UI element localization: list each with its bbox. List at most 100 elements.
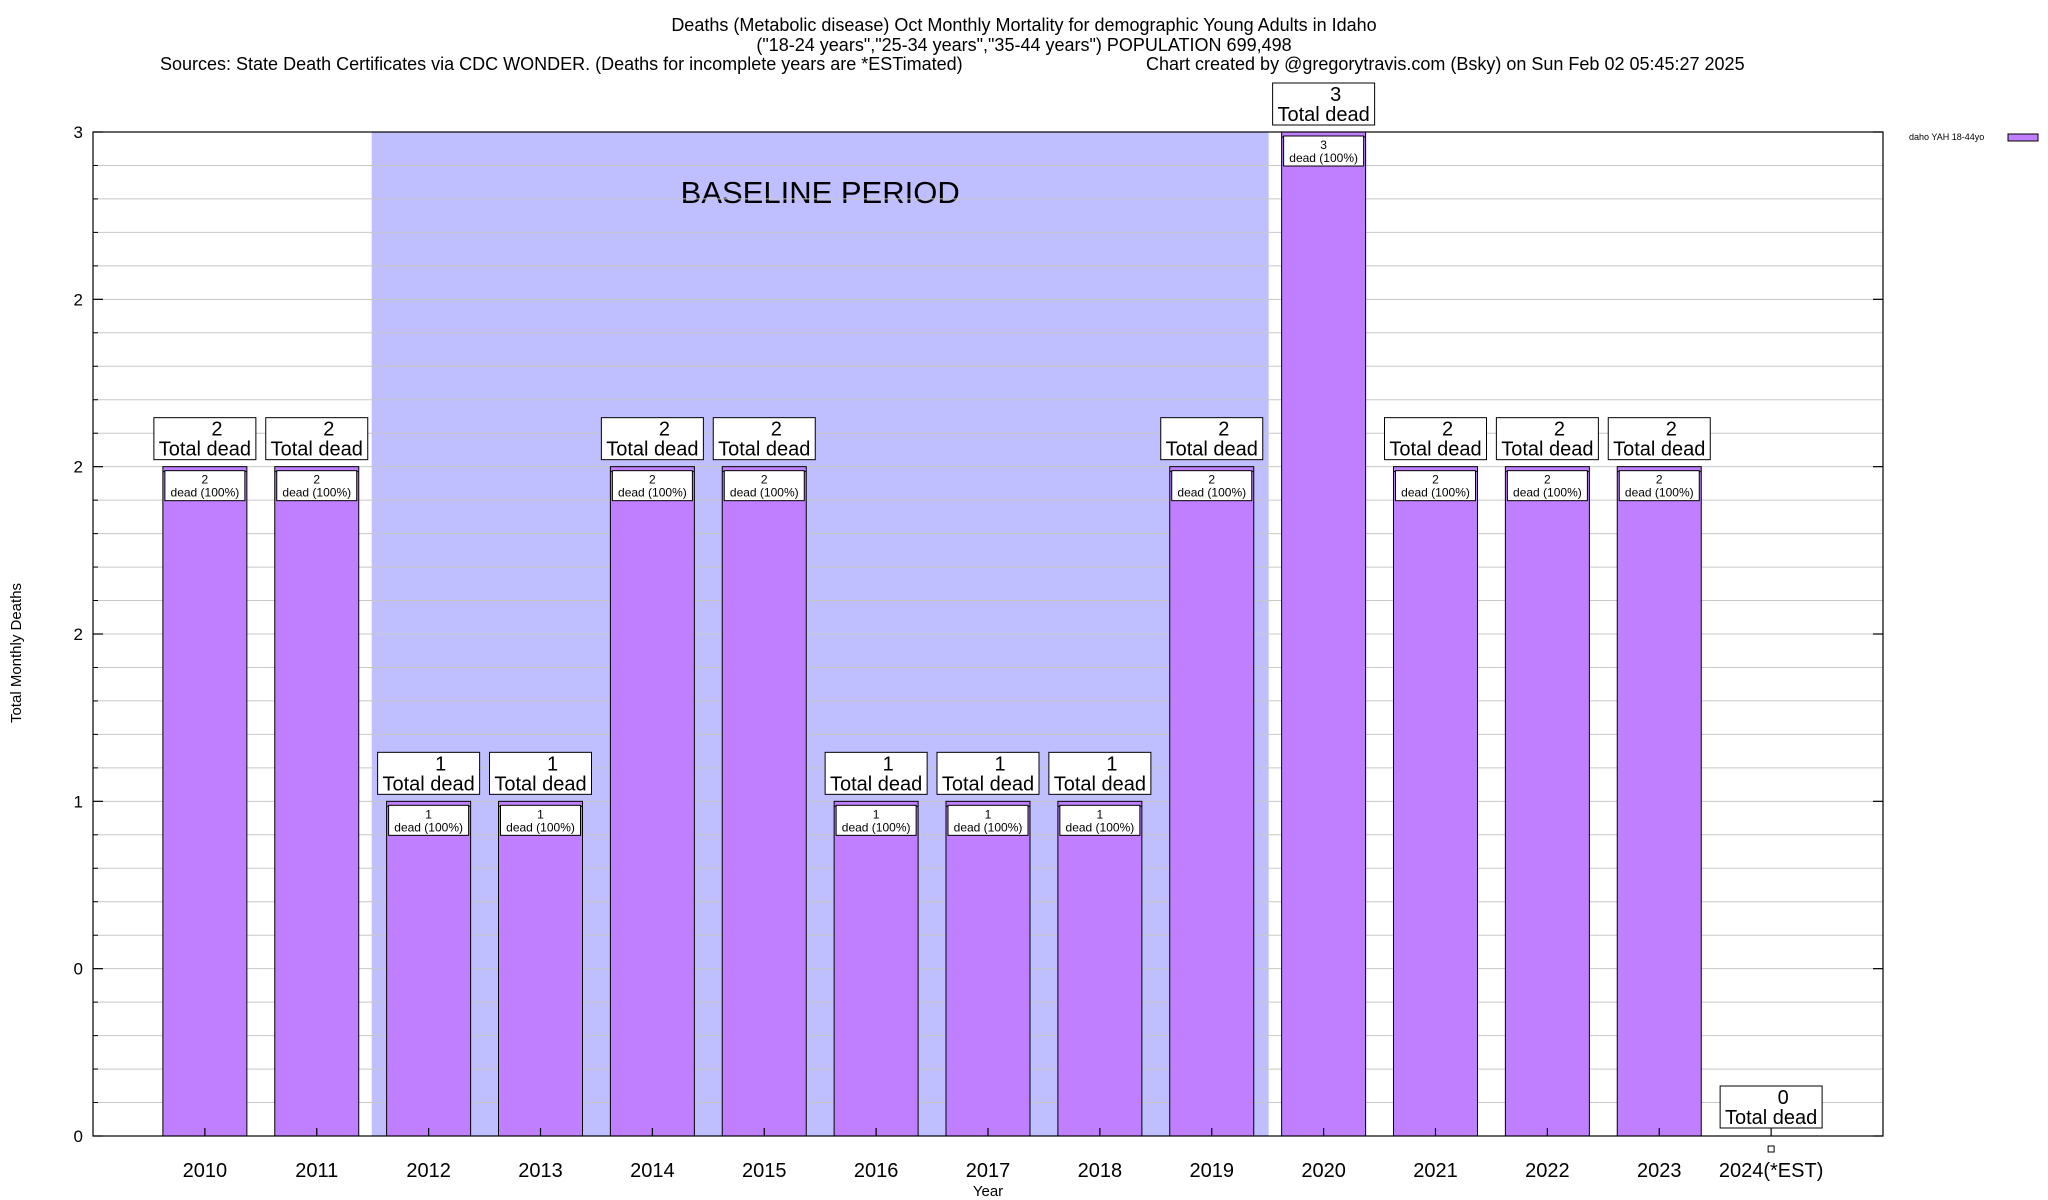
bar-inner-label-text: dead (100%)	[1625, 486, 1694, 500]
bar	[274, 466, 360, 1137]
bar	[721, 466, 807, 1137]
bar-total-label-count: 2	[323, 419, 334, 441]
bar-inner-label-count: 2	[761, 473, 768, 487]
y-tick-label: 1	[74, 792, 83, 811]
bars-layer	[162, 131, 1775, 1153]
bar	[1616, 466, 1702, 1137]
bar-total-label-text: Total dead	[1725, 1107, 1817, 1129]
bar-total-label-count: 1	[547, 753, 558, 775]
bar-total-label-count: 2	[1554, 419, 1565, 441]
bar-inner-label-text: dead (100%)	[618, 486, 687, 500]
baseline-period-label: BASELINE PERIOD	[681, 175, 960, 210]
bar-total-label-text: Total dead	[718, 439, 810, 461]
bar	[1281, 131, 1367, 1137]
bar-inner-label-count: 1	[873, 807, 880, 821]
x-tick-label: 2013	[518, 1160, 563, 1182]
bar-total-label-box	[1384, 417, 1487, 461]
legend: daho YAH 18-44yo	[1909, 132, 2039, 142]
bar-total-label-text: Total dead	[382, 773, 474, 795]
bar-inner-label-box	[1395, 470, 1476, 502]
bar-total-label-count: 2	[1218, 419, 1229, 441]
bar-total-label-count: 2	[1666, 419, 1677, 441]
bar-total-label-count: 0	[1778, 1087, 1789, 1109]
x-tick-label: 2016	[854, 1160, 899, 1182]
bar-total-label-text: Total dead	[1501, 439, 1593, 461]
x-tick-label: 2017	[966, 1160, 1011, 1182]
bar-total-label-text: Total dead	[606, 439, 698, 461]
x-tick-label: 2010	[183, 1160, 228, 1182]
bar-inner-label-text: dead (100%)	[1401, 486, 1470, 500]
bar	[833, 800, 919, 1137]
bar-inner-label-text: dead (100%)	[1289, 151, 1358, 165]
chart-sources: Sources: State Death Certificates via CD…	[160, 54, 963, 74]
bar	[609, 466, 695, 1137]
bar-inner-label-count: 1	[985, 807, 992, 821]
bar-total-label-count: 1	[883, 753, 894, 775]
bar-total-label-box	[377, 751, 481, 795]
y-tick-label: 0	[74, 960, 83, 979]
x-tick-label: 2015	[742, 1160, 787, 1182]
bar	[1393, 466, 1478, 1137]
y-tick-label: 3	[74, 123, 83, 142]
x-tick-label: 2021	[1413, 1160, 1458, 1182]
bar-total-label-count: 2	[211, 419, 222, 441]
bar-zero-marker	[1767, 1145, 1775, 1153]
bar-inner-label-box	[835, 804, 917, 836]
y-tick-label: 2	[74, 625, 83, 644]
bar-inner-label-count: 1	[425, 807, 432, 821]
y-axis-ticks: 0 0 1 2 2 2 3	[74, 123, 1883, 1146]
legend-label: daho YAH 18-44yo	[1909, 132, 1984, 142]
bar-inner-label-count: 1	[537, 807, 544, 821]
bar-total-label-text: Total dead	[830, 773, 922, 795]
bar-total-label-box	[824, 751, 928, 795]
bar-total-label-count: 3	[1330, 84, 1341, 106]
bar-total-label-count: 2	[1442, 419, 1453, 441]
bar-total-label-box	[712, 417, 816, 461]
bar-inner-label-box	[611, 470, 693, 502]
bar-inner-label-text: dead (100%)	[1513, 486, 1582, 500]
bar-inner-label-count: 1	[1097, 807, 1104, 821]
bar	[498, 800, 583, 1137]
y-tick-label: 0	[74, 1127, 83, 1146]
bar-total-label-box	[1272, 82, 1376, 126]
bar-total-label-box	[153, 417, 257, 461]
x-tick-label: 2014	[630, 1160, 675, 1182]
bar	[162, 466, 248, 1137]
bar-inner-label-count: 2	[1432, 473, 1439, 487]
bar	[1057, 800, 1143, 1137]
x-tick-label: 2019	[1190, 1160, 1235, 1182]
bar-total-label-text: Total dead	[1389, 439, 1481, 461]
bar	[945, 800, 1031, 1137]
bar-inner-label-text: dead (100%)	[506, 820, 575, 834]
y-tick-label: 2	[74, 290, 83, 309]
bar-total-label-count: 1	[435, 753, 446, 775]
chart-title-line-1: Deaths (Metabolic disease) Oct Monthly M…	[671, 15, 1376, 35]
bar-inner-label-box	[723, 470, 805, 502]
bar-total-label-text: Total dead	[1613, 439, 1705, 461]
chart-title-line-2: ("18-24 years","25-34 years","35-44 year…	[756, 35, 1291, 55]
bar-total-label-box	[1048, 751, 1152, 795]
bar-inner-label-text: dead (100%)	[730, 486, 799, 500]
x-tick-label: 2018	[1078, 1160, 1123, 1182]
bar-inner-label-count: 2	[202, 473, 209, 487]
x-tick-label: 2012	[406, 1160, 451, 1182]
bar-inner-label-box	[164, 470, 246, 502]
bar-inner-label-text: dead (100%)	[171, 486, 240, 500]
bar	[1504, 466, 1590, 1137]
bar-inner-label-text: dead (100%)	[1177, 486, 1246, 500]
bar-total-label-text: Total dead	[1277, 104, 1369, 126]
bar	[1169, 466, 1255, 1137]
y-tick-label: 2	[74, 458, 83, 477]
bar	[386, 800, 472, 1137]
chart-credit: Chart created by @gregorytravis.com (Bsk…	[1146, 54, 1745, 74]
bar-inner-label-text: dead (100%)	[282, 486, 351, 500]
legend-swatch	[2007, 133, 2039, 142]
bar-total-label-count: 2	[659, 419, 670, 441]
bar-total-label-box	[1719, 1085, 1823, 1129]
x-tick-label: 2011	[295, 1160, 338, 1182]
bar-total-label-box	[1607, 417, 1711, 461]
bar-total-label-box	[1160, 417, 1264, 461]
bar-inner-label-count: 2	[313, 473, 320, 487]
